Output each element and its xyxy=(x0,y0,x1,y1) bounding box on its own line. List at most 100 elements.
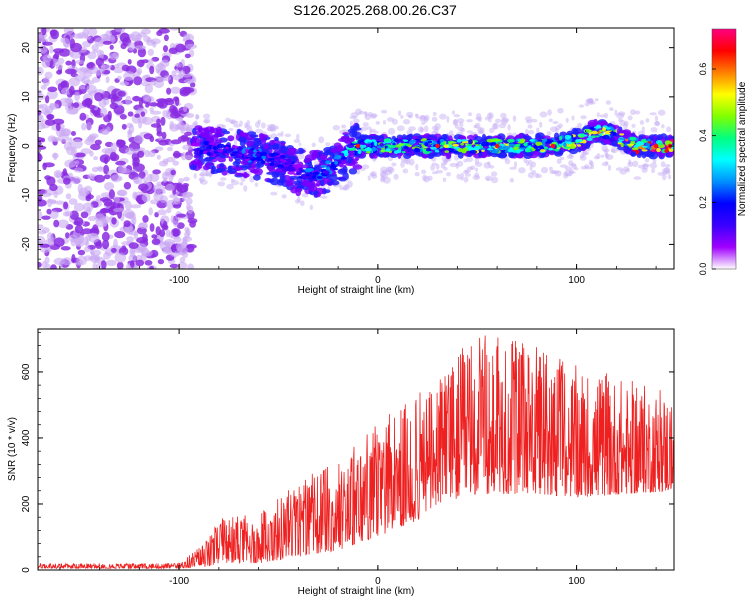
signal-peak-cell xyxy=(316,175,323,180)
noise-cell xyxy=(127,111,134,117)
spectrogram-frame xyxy=(37,27,675,270)
signal-cell xyxy=(526,152,534,156)
signal-halo-cell xyxy=(565,117,569,123)
noise-cell xyxy=(148,207,153,216)
signal-peak-cell xyxy=(540,149,546,153)
signal-halo-cell xyxy=(239,182,244,186)
signal-halo-cell xyxy=(477,127,483,134)
signal-peak-cell xyxy=(364,147,372,152)
signal-halo-cell xyxy=(415,163,419,171)
noise-cell xyxy=(128,242,139,250)
signal-peak-cell xyxy=(452,143,459,147)
snr-panel: -100 0 100 0 200 400 600 Height of straight l… xyxy=(7,328,675,597)
noise-cell xyxy=(130,260,135,268)
signal-halo-cell xyxy=(584,164,590,169)
signal-peak-cell xyxy=(525,150,532,153)
signal-peak-cell xyxy=(438,148,445,153)
noise-cell xyxy=(43,162,55,168)
noise-cell xyxy=(53,257,65,265)
signal-cell xyxy=(670,135,674,139)
signal-halo-cell xyxy=(339,185,343,191)
noise-cell xyxy=(38,151,41,162)
signal-peak-cell xyxy=(630,140,636,145)
signal-halo-cell xyxy=(651,168,656,173)
noise-cell xyxy=(156,98,168,103)
signal-peak-cell xyxy=(234,155,239,158)
signal-halo-cell xyxy=(408,126,416,131)
signal-peak-cell xyxy=(253,150,258,153)
signal-peak-cell xyxy=(502,145,510,151)
signal-peak-cell xyxy=(237,149,241,155)
signal-halo-cell xyxy=(644,158,650,163)
noise-cell xyxy=(114,252,127,263)
noise-cell xyxy=(53,152,58,161)
signal-halo-cell xyxy=(203,113,211,120)
noise-cell xyxy=(74,217,84,226)
signal-halo-cell xyxy=(605,154,614,161)
snr-x-tick-label: -100 xyxy=(169,576,189,587)
noise-cell xyxy=(46,199,57,204)
signal-peak-cell xyxy=(474,142,482,145)
signal-peak-cell xyxy=(586,137,593,141)
noise-cell xyxy=(106,34,115,41)
signal-halo-cell xyxy=(421,169,427,174)
noise-cell xyxy=(114,231,126,239)
signal-halo-cell xyxy=(627,161,634,167)
signal-halo-cell xyxy=(586,98,594,103)
signal-peak-cell xyxy=(269,162,275,167)
noise-cell xyxy=(124,200,132,211)
noise-cell xyxy=(144,95,155,103)
noise-cell xyxy=(108,53,119,60)
signal-halo-cell xyxy=(618,111,626,116)
noise-cell xyxy=(102,97,110,106)
snr-y-tick-label: 600 xyxy=(21,363,32,380)
noise-cell xyxy=(63,177,71,185)
signal-halo-cell xyxy=(217,181,226,187)
signal-cell xyxy=(213,134,222,138)
signal-peak-cell xyxy=(468,139,473,145)
noise-cell xyxy=(96,262,102,269)
signal-peak-cell xyxy=(226,156,232,159)
noise-cell xyxy=(170,86,181,94)
signal-halo-cell xyxy=(388,127,396,135)
colorbar-tick-label: 0.2 xyxy=(698,196,708,209)
signal-halo-cell xyxy=(484,175,493,181)
signal-peak-cell xyxy=(348,148,354,151)
noise-cell xyxy=(94,213,105,222)
signal-halo-cell xyxy=(500,112,507,119)
noise-cell xyxy=(140,81,151,87)
signal-halo-cell xyxy=(281,194,287,199)
signal-peak-cell xyxy=(427,140,433,144)
noise-cell xyxy=(70,50,81,59)
noise-cell xyxy=(63,28,74,35)
signal-halo-cell xyxy=(491,176,499,184)
snr-y-tick-label: 400 xyxy=(21,429,32,446)
noise-cell xyxy=(141,193,151,203)
signal-peak-cell xyxy=(518,147,527,150)
signal-halo-cell xyxy=(650,127,658,133)
noise-cell xyxy=(112,207,125,213)
signal-peak-cell xyxy=(620,142,624,148)
signal-halo-cell xyxy=(498,123,506,129)
noise-cell xyxy=(132,157,140,166)
noise-cell xyxy=(125,147,135,155)
colorbar-ticks: 0.0 0.2 0.4 0.6 xyxy=(698,63,716,276)
signal-cell xyxy=(375,152,385,156)
signal-halo-cell xyxy=(349,115,358,120)
signal-halo-cell xyxy=(487,112,494,120)
signal-peak-cell xyxy=(559,136,563,141)
signal-halo-cell xyxy=(309,204,314,210)
noise-cell xyxy=(151,234,158,239)
signal-cell xyxy=(593,118,598,127)
signal-peak-cell xyxy=(256,158,264,162)
noise-cell xyxy=(46,90,58,100)
signal-halo-cell xyxy=(380,176,386,181)
colorbar-tick-label: 0.0 xyxy=(698,263,708,276)
noise-cell xyxy=(165,183,175,192)
signal-cell xyxy=(266,178,275,183)
signal-peak-cell xyxy=(611,128,616,131)
signal-halo-cell xyxy=(603,112,609,119)
signal-halo-cell xyxy=(370,114,377,119)
colorbar: 0.0 0.2 0.4 0.6 Normalized spectral amplitu… xyxy=(698,28,748,276)
signal-peak-cell xyxy=(403,146,409,149)
